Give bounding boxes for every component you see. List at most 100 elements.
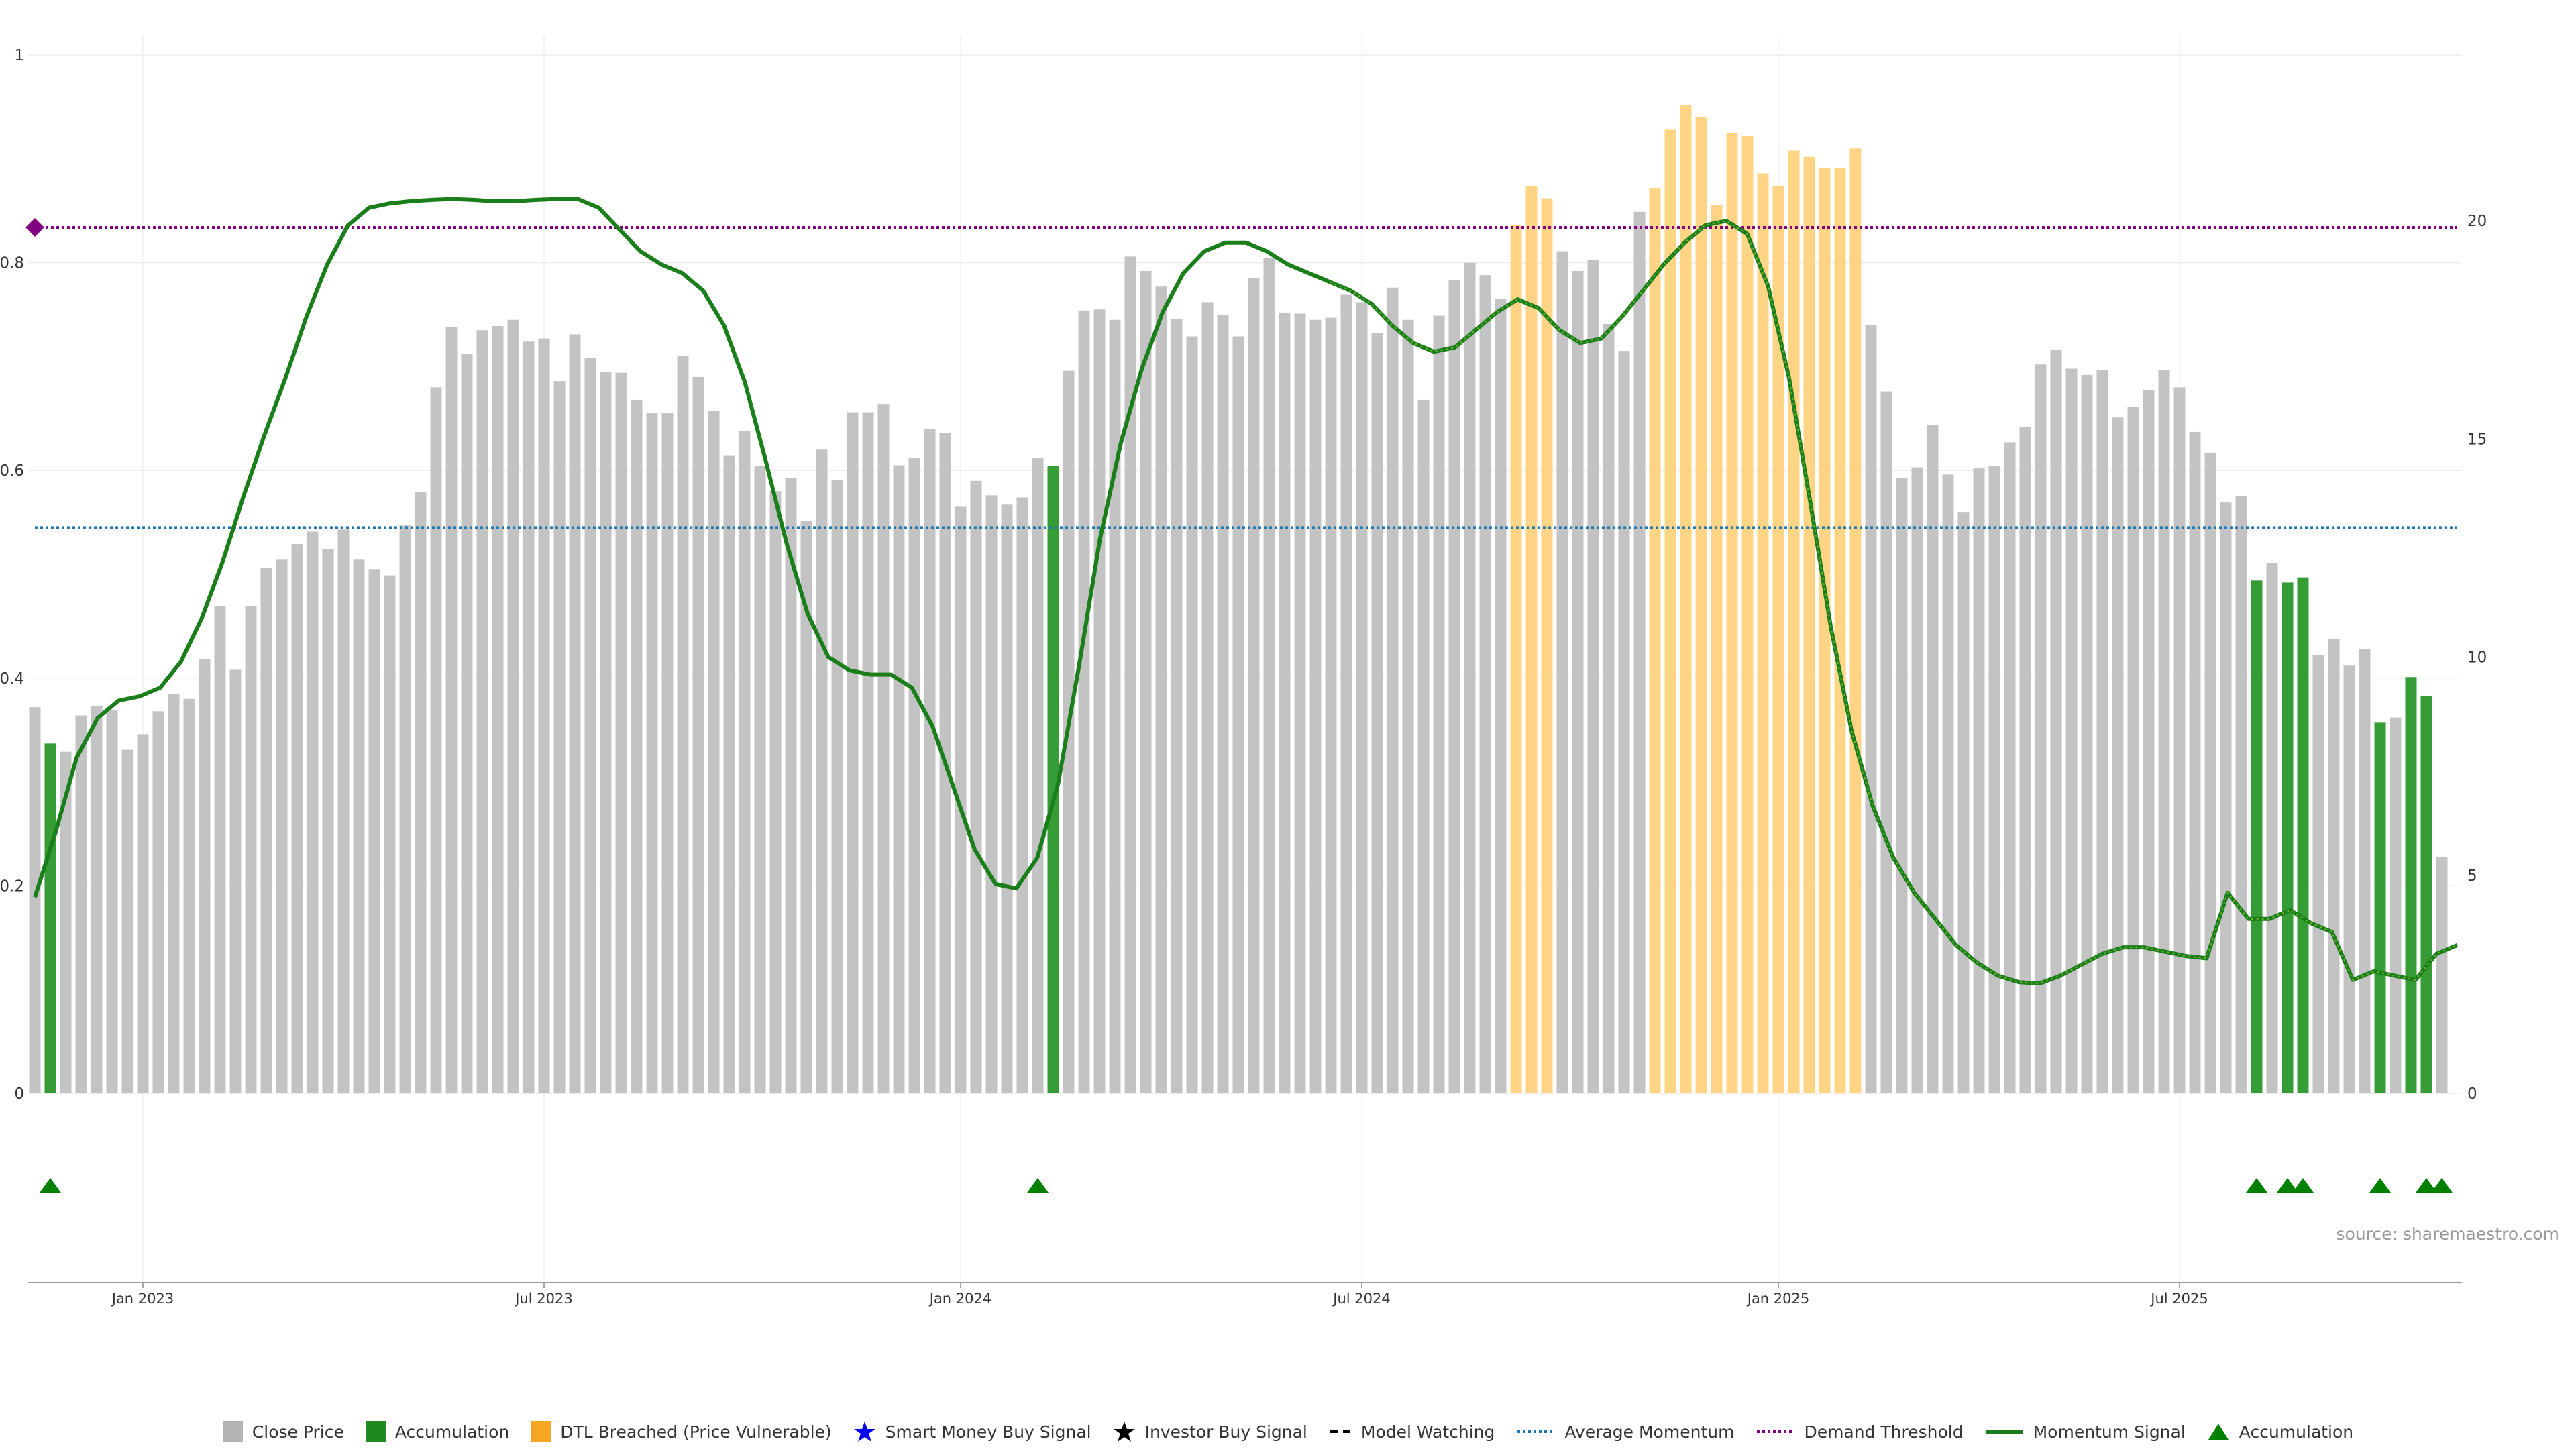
close-price-bar bbox=[1957, 512, 1970, 1093]
close-price-bar bbox=[2235, 496, 2247, 1093]
legend-swatch bbox=[365, 1421, 386, 1442]
close-price-bar bbox=[2343, 665, 2355, 1093]
close-price-bar bbox=[2158, 370, 2170, 1094]
dtl-breached-bar bbox=[1803, 156, 1815, 1094]
x-tick-label: Jan 2025 bbox=[1746, 1291, 1810, 1307]
dtl-breached-bar bbox=[1649, 188, 1661, 1093]
accumulation-bar bbox=[2374, 722, 2386, 1093]
close-price-bar bbox=[2035, 364, 2047, 1094]
source-label: source: sharemaestro.com bbox=[2337, 1224, 2560, 1244]
close-price-bar bbox=[985, 495, 998, 1093]
dtl-breached-bar bbox=[1772, 186, 1784, 1094]
close-price-bar bbox=[1911, 467, 1923, 1093]
dtl-breached-bar bbox=[1541, 198, 1553, 1093]
close-price-bar bbox=[60, 751, 72, 1093]
close-price-bar bbox=[106, 710, 118, 1093]
accumulation-bar bbox=[2251, 580, 2263, 1093]
accumulation-bar bbox=[44, 743, 56, 1093]
legend: Close Price Accumulation DTL Breached (Pri… bbox=[0, 1417, 2576, 1446]
close-price-bar bbox=[1371, 333, 1383, 1093]
legend-item: Model Watching bbox=[1329, 1420, 1495, 1443]
accumulation-bar bbox=[2420, 696, 2432, 1093]
legend-label: Close Price bbox=[252, 1421, 344, 1442]
close-price-bar bbox=[1279, 312, 1291, 1093]
left-tick-label: 0.6 bbox=[0, 462, 24, 480]
close-price-bar bbox=[2143, 390, 2155, 1093]
legend-item: Accumulation bbox=[365, 1421, 509, 1442]
close-price-bar bbox=[1603, 323, 1615, 1093]
close-price-bar bbox=[2328, 638, 2340, 1093]
close-price-bar bbox=[631, 399, 643, 1093]
close-price-bar bbox=[445, 327, 458, 1094]
close-price-bar bbox=[661, 413, 674, 1093]
close-price-bar bbox=[1988, 466, 2000, 1093]
close-price-bar bbox=[214, 606, 226, 1093]
x-tick-label: Jan 2024 bbox=[928, 1291, 992, 1307]
close-price-bar bbox=[1942, 474, 1954, 1093]
accumulation-bar bbox=[2405, 677, 2417, 1093]
close-price-bar bbox=[1171, 319, 1183, 1093]
star-icon bbox=[853, 1421, 875, 1442]
dtl-breached-bar bbox=[1757, 173, 1769, 1094]
accumulation-marker bbox=[2369, 1178, 2391, 1193]
right-tick-label: 15 bbox=[2467, 431, 2487, 448]
close-price-bar bbox=[569, 334, 581, 1093]
close-price-bar bbox=[847, 412, 859, 1093]
accumulation-marker bbox=[2292, 1178, 2314, 1193]
close-price-bar bbox=[2220, 502, 2232, 1093]
close-price-bar bbox=[785, 478, 797, 1093]
close-price-bar bbox=[553, 381, 566, 1093]
right-tick-label: 10 bbox=[2467, 649, 2487, 667]
close-price-bar bbox=[1387, 287, 1399, 1094]
close-price-bar bbox=[908, 458, 920, 1093]
legend-item: DTL Breached (Price Vulnerable) bbox=[531, 1421, 832, 1442]
accumulation-marker bbox=[1027, 1178, 1049, 1193]
close-price-bar bbox=[2436, 857, 2448, 1093]
close-price-bar bbox=[2127, 407, 2139, 1093]
close-price-bar bbox=[1016, 497, 1028, 1093]
close-price-bar bbox=[137, 734, 149, 1093]
close-price-bar bbox=[368, 569, 380, 1093]
close-price-bar bbox=[1556, 251, 1568, 1093]
close-price-bar bbox=[1140, 270, 1152, 1093]
dtl-breached-bar bbox=[1788, 150, 1800, 1093]
dtl-breached-bar bbox=[1664, 129, 1676, 1093]
close-price-bar bbox=[399, 525, 411, 1093]
left-tick-label: 0.8 bbox=[0, 255, 24, 272]
close-price-bar bbox=[337, 529, 350, 1093]
close-price-bar bbox=[2065, 368, 2078, 1093]
close-price-bar bbox=[800, 521, 812, 1093]
close-price-bar bbox=[723, 455, 735, 1093]
close-price-bar bbox=[1880, 391, 1892, 1093]
legend-label: DTL Breached (Price Vulnerable) bbox=[560, 1421, 832, 1442]
close-price-bar bbox=[1201, 302, 1214, 1093]
close-price-bar bbox=[769, 491, 782, 1093]
close-price-bar bbox=[2312, 655, 2324, 1093]
close-price-bar bbox=[1448, 280, 1460, 1093]
close-price-bar bbox=[353, 559, 365, 1093]
close-price-bar bbox=[260, 568, 272, 1093]
close-price-bar bbox=[199, 659, 211, 1093]
legend-label: Momentum Signal bbox=[2033, 1421, 2186, 1442]
close-price-bar bbox=[2390, 717, 2402, 1093]
close-price-bar bbox=[1078, 310, 1090, 1094]
x-tick-label: Jul 2024 bbox=[1332, 1291, 1390, 1307]
close-price-bar bbox=[677, 356, 689, 1094]
left-tick-label: 1 bbox=[14, 47, 24, 64]
accumulation-marker bbox=[2246, 1178, 2267, 1193]
close-price-bar bbox=[307, 531, 319, 1093]
close-price-bar bbox=[2359, 649, 2371, 1093]
x-tick-label: Jan 2023 bbox=[111, 1291, 174, 1307]
accumulation-bar bbox=[1047, 466, 1059, 1093]
close-price-bar bbox=[229, 669, 241, 1093]
close-price-bar bbox=[2266, 562, 2278, 1093]
legend-label: Model Watching bbox=[1360, 1421, 1495, 1442]
dtl-breached-bar bbox=[1819, 168, 1831, 1094]
close-price-bar bbox=[1093, 309, 1106, 1093]
close-price-bar bbox=[831, 480, 843, 1093]
close-price-bar bbox=[862, 412, 874, 1093]
legend-swatch bbox=[531, 1421, 551, 1442]
momentum-signal-line bbox=[33, 197, 2459, 986]
solid-line-icon bbox=[1986, 1430, 2023, 1434]
close-price-bar bbox=[291, 544, 303, 1093]
